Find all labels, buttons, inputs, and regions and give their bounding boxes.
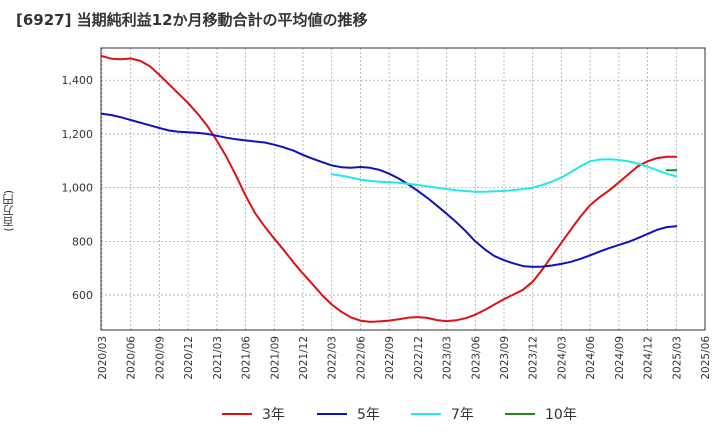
x-tick-label: 2023/12: [528, 336, 540, 380]
x-tick-label: 2022/03: [327, 336, 339, 380]
x-tick-label: 2020/06: [126, 336, 138, 380]
y-axis-ticks: 600 800 1,000 1,200 1,400: [62, 74, 94, 302]
x-tick-label: 2020/12: [183, 336, 195, 380]
x-tick-label: 2023/06: [470, 336, 482, 380]
series-lines: [101, 55, 678, 323]
chart-title: [6927] 当期純利益12か月移動合計の平均値の推移: [16, 11, 368, 29]
x-tick-label: 2020/03: [97, 336, 109, 380]
x-tick-label: 2022/09: [384, 336, 396, 380]
legend-label: 3年: [262, 407, 285, 423]
y-tick-label: 800: [72, 235, 93, 248]
y-tick-label: 600: [72, 289, 93, 302]
plot-border: [100, 47, 706, 331]
plot-area: [101, 48, 705, 330]
x-tick-label: 2024/12: [643, 336, 655, 380]
x-tick-label: 2021/03: [212, 336, 224, 380]
x-tick-label: 2025/03: [671, 336, 683, 380]
x-tick-label: 2021/09: [269, 336, 281, 380]
y-tick-label: 1,200: [62, 128, 94, 141]
x-tick-label: 2022/12: [413, 336, 425, 380]
x-tick-label: 2023/09: [499, 336, 511, 380]
legend: 3年 5年 7年 10年: [222, 407, 577, 423]
x-tick-label: 2022/06: [355, 336, 367, 380]
legend-label: 7年: [451, 407, 474, 423]
x-tick-label: 2020/09: [154, 336, 166, 380]
series-line: [101, 112, 678, 268]
x-tick-label: 2025/06: [700, 336, 712, 380]
legend-label: 10年: [545, 407, 577, 423]
series-line: [101, 55, 678, 323]
series-line: [330, 158, 678, 193]
x-tick-label: 2021/12: [298, 336, 310, 380]
y-tick-label: 1,000: [62, 182, 94, 195]
legend-label: 5年: [357, 407, 380, 423]
x-tick-label: 2023/03: [442, 336, 454, 380]
x-axis-ticks: 2020/03 2020/06 2020/09 2020/12 2021/03 2021/…: [97, 336, 712, 380]
x-tick-label: 2024/09: [614, 336, 626, 380]
x-tick-label: 2024/06: [585, 336, 597, 380]
y-tick-label: 1,400: [62, 74, 94, 87]
x-tick-label: 2021/06: [241, 336, 253, 380]
x-tick-label: 2024/03: [556, 336, 568, 380]
